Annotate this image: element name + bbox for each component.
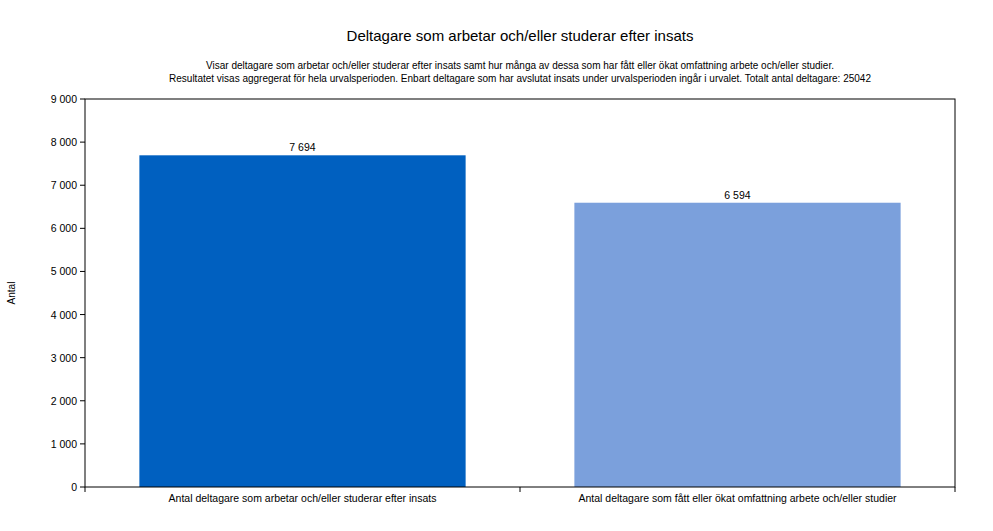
y-axis-label: Antal [6,282,17,305]
y-tick [80,400,85,401]
subtitle: Resultatet visas aggregerat för hela urv… [169,73,871,84]
x-tick-label: Antal deltagare som arbetar och/eller st… [169,492,437,504]
y-tick-label: 0 [71,481,77,493]
y-tick-label: 8 000 [51,136,77,148]
y-tick-label: 5 000 [51,265,77,277]
y-tick [80,357,85,358]
x-tick [520,487,521,492]
chart: Deltagare som arbetar och/eller studerar… [0,0,993,531]
y-tick-label: 1 000 [51,438,77,450]
bar [139,155,465,487]
y-tick [80,443,85,444]
y-tick [80,271,85,272]
y-tick [80,99,85,100]
y-tick-label: 7 000 [51,179,77,191]
data-label: 7 694 [289,141,315,153]
bar [574,203,900,487]
y-tick-label: 2 000 [51,395,77,407]
subtitle: Visar deltagare som arbetar och/eller st… [206,60,834,71]
y-tick [80,487,85,488]
bars [139,155,900,487]
y-tick [80,185,85,186]
y-tick [80,142,85,143]
x-tick [85,487,86,492]
y-tick [80,314,85,315]
y-tick-label: 9 000 [51,93,77,105]
data-label: 6 594 [724,189,750,201]
y-tick-label: 3 000 [51,352,77,364]
title: Deltagare som arbetar och/eller studerar… [347,27,694,44]
x-tick [955,487,956,492]
x-tick-label: Antal deltagare som fått eller ökat omfa… [578,492,897,504]
plot-frame [85,99,955,487]
y-tick-label: 6 000 [51,222,77,234]
y-tick [80,228,85,229]
y-tick-label: 4 000 [51,309,77,321]
